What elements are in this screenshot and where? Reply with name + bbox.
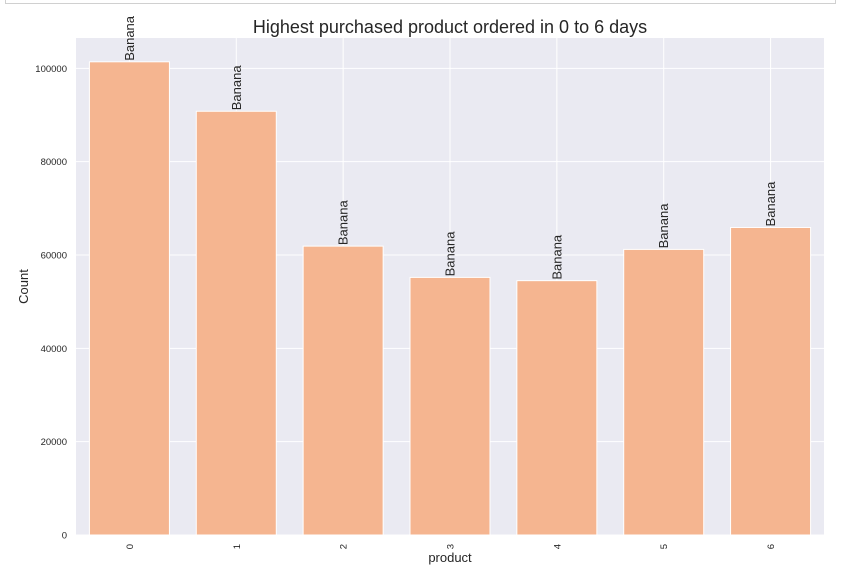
top-frame (5, 0, 836, 4)
bar-label: Banana (122, 15, 137, 61)
bar-1 (195, 110, 277, 536)
bars (88, 61, 812, 536)
x-tick-label: 6 (766, 544, 777, 549)
bar-label: Banana (336, 200, 351, 246)
x-tick-label: 1 (232, 544, 243, 549)
x-tick-label: 2 (339, 544, 350, 549)
bar-2 (302, 245, 384, 536)
bar-label: Banana (656, 203, 671, 249)
bar-label: Banana (443, 231, 458, 277)
y-tick-label: 80000 (41, 157, 67, 168)
bar-6 (730, 226, 812, 536)
bar-0 (88, 61, 170, 536)
bar-5 (623, 248, 705, 536)
bar-labels: Banana Banana Banana Banana Banana Banana Bana… (122, 15, 778, 279)
y-tick-label: 100000 (35, 64, 67, 75)
bar-label: Banana (229, 65, 244, 111)
bar-label: Banana (763, 181, 778, 227)
y-tick-labels: 0 20000 40000 60000 80000 100000 (35, 64, 67, 542)
x-tick-label: 0 (125, 544, 136, 549)
bar-3 (409, 276, 491, 536)
bar-label: Banana (549, 234, 564, 280)
x-tick-label: 3 (446, 544, 457, 549)
x-tick-labels: 0 1 2 3 4 5 6 (125, 544, 777, 549)
bar-4 (516, 280, 598, 536)
y-tick-label: 0 (62, 531, 67, 542)
x-axis-label: product (428, 550, 472, 565)
y-tick-label: 20000 (41, 437, 67, 448)
y-tick-label: 40000 (41, 344, 67, 355)
y-tick-label: 60000 (41, 251, 67, 262)
y-axis-label: Count (16, 269, 31, 304)
chart-title: Highest purchased product ordered in 0 t… (253, 17, 647, 37)
x-tick-label: 5 (659, 544, 670, 549)
x-tick-label: 4 (552, 544, 563, 549)
